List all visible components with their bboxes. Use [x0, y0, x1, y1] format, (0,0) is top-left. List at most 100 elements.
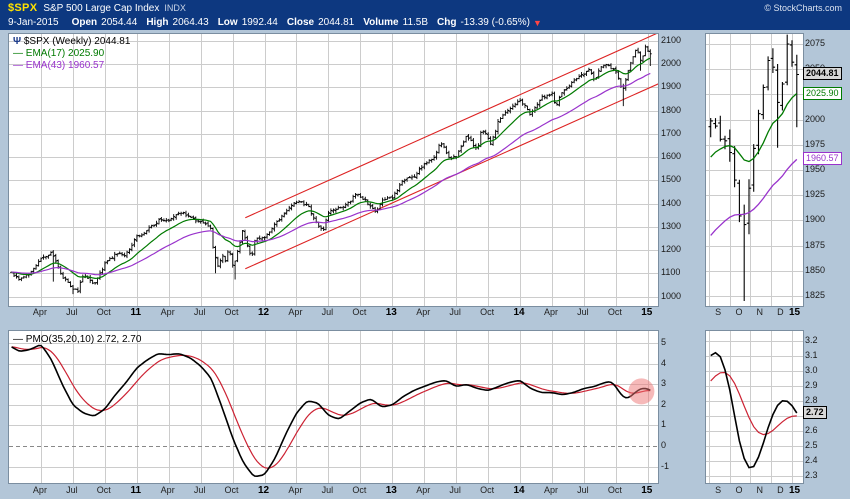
price-label-box: 2025.90 — [803, 86, 842, 100]
zoom-pmo-panel-canvas — [706, 331, 803, 483]
zoom-pmo-y-tick-label: 3.1 — [805, 350, 818, 361]
x-axis-label: Oct — [224, 307, 239, 317]
price-y-tick-label: 1900 — [661, 81, 682, 92]
zoom-x-axis-label: D — [777, 485, 784, 495]
x-axis-label: 14 — [513, 485, 525, 496]
price-y-tick-label: 1400 — [661, 197, 682, 208]
x-axis-label: Oct — [352, 485, 367, 495]
zoom-price-y-tick-label: 2075 — [805, 38, 826, 49]
x-axis-label: Jul — [193, 485, 206, 495]
x-axis-label: Apr — [416, 485, 431, 495]
index-name: S&P 500 Large Cap Index — [43, 3, 160, 14]
line-swatch-icon: — — [13, 48, 23, 59]
x-axis-label: Apr — [160, 485, 175, 495]
legend-label: EMA(17) 2025.90 — [23, 48, 105, 59]
zoom-price-panel-canvas — [706, 34, 803, 306]
chg-label: Chg — [437, 17, 457, 28]
x-axis-label: 13 — [385, 307, 397, 318]
pmo-y-tick-label: -1 — [661, 460, 670, 471]
pmo-highlight-circle — [628, 378, 655, 405]
x-axis-label: Oct — [607, 307, 622, 317]
x-axis-label: Oct — [352, 307, 367, 317]
price-label-box: 1960.57 — [803, 152, 842, 166]
close-label: Close — [286, 17, 315, 28]
ticker-symbol: $SPX — [8, 2, 38, 14]
price-legend-item-2: — EMA(43) 1960.57 — [13, 60, 104, 72]
x-axis-label: 12 — [257, 485, 270, 496]
zoom-price-panel — [705, 33, 804, 307]
main-pmo-panel — [8, 330, 659, 484]
main-pmo-panel-canvas — [9, 331, 658, 483]
legend-label: EMA(43) 1960.57 — [23, 60, 105, 71]
zoom-pmo-y-tick-label: 2.8 — [805, 395, 818, 406]
legend-label: PMO(35,20,10) 2.72, 2.70 — [23, 334, 142, 345]
x-axis-label: Jul — [449, 485, 461, 495]
zoom-price-y-tick-label: 1925 — [805, 189, 826, 200]
zoom-x-axis-label: S — [715, 485, 722, 495]
zoom-x-axis-label: 15 — [788, 307, 801, 318]
header-title-row: $SPX S&P 500 Large Cap Index INDX © Stoc… — [0, 0, 850, 15]
open-value: 2054.44 — [101, 17, 138, 28]
x-axis-label: 11 — [130, 307, 142, 318]
legend-label: $SPX (Weekly) 2044.81 — [21, 36, 131, 47]
chg-value: -13.39 (-0.65%) — [460, 17, 530, 28]
price-y-tick-label: 1300 — [661, 220, 682, 231]
price-y-tick-label: 1200 — [661, 244, 682, 255]
x-axis-label: 12 — [257, 307, 270, 318]
stockcharts-copyright: © StockCharts.com — [764, 3, 842, 13]
price-y-tick-label: 1800 — [661, 104, 682, 115]
zoom-pmo-y-tick-label: 2.4 — [805, 454, 818, 465]
zoom-price-y-tick-label: 2000 — [805, 113, 826, 124]
x-axis-label: 14 — [513, 307, 525, 318]
quote-row: 9-Jan-2015 Open 2054.44 High 2064.43 Low… — [0, 15, 850, 28]
zoom-pmo-y-tick-label: 3.2 — [805, 335, 818, 346]
line-swatch-icon: — — [13, 334, 23, 345]
low-label: Low — [217, 17, 238, 28]
zoom-price-y-tick-label: 1950 — [805, 164, 826, 174]
x-axis-label: Apr — [543, 307, 558, 317]
main-price-panel — [8, 33, 659, 307]
x-axis-label: Oct — [607, 485, 622, 495]
pmo-y-tick-label: 4 — [661, 357, 667, 368]
x-axis-label: Apr — [416, 307, 431, 317]
volume-label: Volume — [363, 17, 399, 28]
price-y-tick-label: 1500 — [661, 174, 682, 185]
price-y-tick-label: 1000 — [661, 290, 682, 301]
price-legend-item-1: — EMA(17) 2025.90 — [13, 48, 104, 60]
pmo-y-tick-label: 3 — [661, 378, 667, 389]
high-value: 2064.43 — [172, 17, 209, 28]
pmo-y-tick-label: 1 — [661, 419, 667, 430]
zoom-price-y-tick-label: 1825 — [805, 289, 826, 300]
zoom-pmo-y-tick-label: 3.0 — [805, 365, 818, 376]
x-axis-label: 11 — [130, 485, 142, 496]
price-legend-item-0: Ψ $SPX (Weekly) 2044.81 — [13, 36, 130, 48]
x-axis-label: Jul — [321, 307, 334, 317]
price-label-box: 2.72 — [803, 405, 827, 419]
x-axis-label: Apr — [288, 307, 303, 317]
zoom-price-y-tick-label: 1900 — [805, 214, 826, 225]
zoom-x-axis-label: N — [756, 485, 763, 495]
zoom-pmo-y-tick-label: 2.5 — [805, 439, 818, 450]
pmo-legend-item: — PMO(35,20,10) 2.72, 2.70 — [13, 334, 141, 346]
arrow-down-icon: ▼ — [532, 17, 542, 28]
x-axis-label: Jul — [577, 485, 589, 495]
price-y-tick-label: 2000 — [661, 58, 682, 69]
x-axis-label: Jul — [193, 307, 206, 317]
price-y-tick-label: 1700 — [661, 127, 682, 138]
zoom-pmo-y-tick-label: 2.6 — [805, 424, 818, 435]
x-axis-label: Jul — [449, 307, 461, 317]
x-axis-label: Jul — [66, 307, 78, 317]
main-price-panel-canvas — [9, 34, 658, 306]
zoom-price-y-tick-label: 1875 — [805, 239, 826, 250]
zoom-x-axis-label: D — [777, 307, 784, 317]
x-axis-label: Oct — [224, 485, 239, 495]
pmo-y-tick-label: 5 — [661, 337, 667, 348]
zoom-pmo-y-tick-label: 2.3 — [805, 469, 818, 480]
x-axis-label: Oct — [96, 307, 111, 317]
zoom-pmo-panel — [705, 330, 804, 484]
zoom-pmo-y-tick-label: 2.9 — [805, 380, 818, 391]
x-axis-label: 13 — [385, 485, 397, 496]
zoom-price-y-tick-label: 1850 — [805, 264, 826, 275]
zoom-x-axis-label: 15 — [788, 485, 801, 496]
